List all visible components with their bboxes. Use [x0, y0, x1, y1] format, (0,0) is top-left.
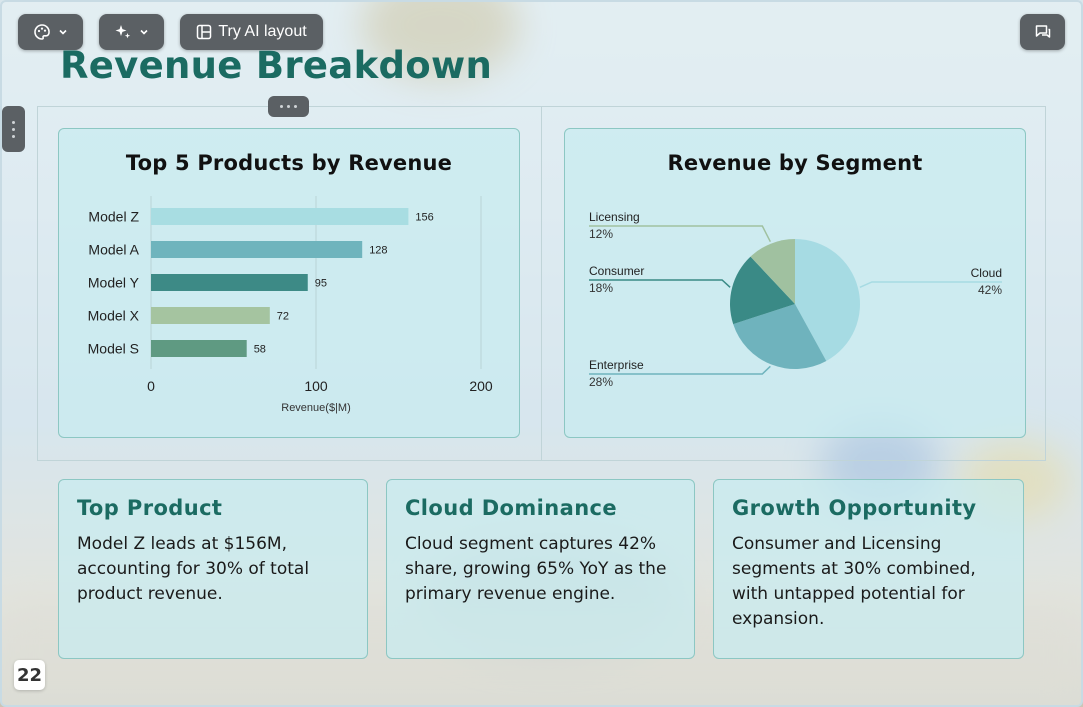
category-label: Model S: [88, 341, 139, 357]
comment-icon: [1035, 25, 1050, 38]
leader-line: [589, 279, 731, 288]
palette-icon: [33, 24, 50, 40]
pie-slice: [750, 239, 795, 304]
x-tick-label: 0: [147, 378, 155, 394]
chevron-down-icon: [58, 29, 67, 35]
bar-chart-card[interactable]: Top 5 Products by Revenue 0 100 200 Model Z…: [58, 128, 520, 438]
bar: [151, 208, 409, 225]
leader-line: [589, 365, 771, 375]
page-number-badge: 22: [14, 660, 45, 690]
pie-slice: [795, 239, 860, 361]
chevron-down-icon: [139, 29, 148, 35]
comments-button[interactable]: [1020, 14, 1065, 50]
chart-row-divider: [541, 106, 542, 461]
insight-title: Growth Opportunity: [732, 496, 977, 520]
bar: [151, 340, 247, 357]
category-label: Model X: [88, 308, 140, 324]
pie-chart-title: Revenue by Segment: [667, 151, 923, 175]
leader-line: [589, 225, 772, 243]
insight-card-top-product[interactable]: Top Product Model Z leads at $156M, acco…: [58, 479, 368, 659]
data-label: 58: [254, 344, 266, 356]
category-label: Model Z: [88, 209, 139, 225]
insight-text: Cloud segment captures 42% share, growin…: [405, 534, 667, 604]
slice-label: Enterprise: [589, 358, 644, 372]
insight-text: Consumer and Licensing segments at 30% c…: [732, 534, 976, 629]
data-label: 95: [315, 278, 327, 290]
slice-label: Cloud: [971, 266, 1002, 280]
category-label: Model Y: [88, 275, 140, 291]
bar-chart: 0 100 200 Model Z 156 Model A 128 Model Y 95 Mode…: [88, 196, 493, 414]
slice-label: Consumer: [589, 264, 644, 278]
slice-percent: 28%: [589, 375, 613, 389]
slice-label: Licensing: [589, 210, 640, 224]
sparkle-icon: [115, 25, 130, 39]
slide-title[interactable]: Revenue Breakdown: [60, 44, 493, 87]
layout-icon: [197, 24, 212, 40]
insight-card-growth-opportunity[interactable]: Growth Opportunity Consumer and Licensin…: [713, 479, 1024, 659]
try-ai-layout-label: Try AI layout: [218, 23, 307, 40]
bar: [151, 241, 363, 258]
pie-chart: Cloud 42% Enterprise 28% Consumer 18% Licensin…: [589, 210, 1002, 389]
insight-title: Cloud Dominance: [405, 496, 618, 520]
x-axis-label: Revenue($|M): [281, 402, 351, 414]
bar: [151, 274, 308, 291]
slice-percent: 18%: [589, 281, 613, 295]
slice-percent: 42%: [978, 283, 1002, 297]
data-label: 128: [369, 245, 387, 257]
slice-percent: 12%: [589, 227, 613, 241]
bar-chart-title: Top 5 Products by Revenue: [125, 151, 453, 175]
theme-button[interactable]: [18, 14, 83, 50]
try-ai-layout-button[interactable]: Try AI layout: [180, 14, 323, 50]
pie-slice: [733, 304, 827, 369]
leader-line: [859, 281, 1002, 289]
x-tick-label: 100: [304, 378, 328, 394]
insight-text: Model Z leads at $156M, accounting for 3…: [77, 534, 310, 604]
row-drag-handle[interactable]: [268, 96, 309, 117]
block-drag-handle[interactable]: [2, 106, 25, 152]
pie-slice: [730, 256, 795, 325]
data-label: 156: [415, 212, 433, 224]
ai-assist-button[interactable]: [99, 14, 164, 50]
insight-title: Top Product: [77, 496, 223, 520]
category-label: Model A: [88, 242, 139, 258]
data-label: 72: [277, 311, 289, 323]
pie-chart-card[interactable]: Revenue by Segment Cloud 42% Enterprise 28%…: [564, 128, 1026, 438]
insight-card-cloud-dominance[interactable]: Cloud Dominance Cloud segment captures 4…: [386, 479, 695, 659]
bar: [151, 307, 270, 324]
x-tick-label: 200: [469, 378, 493, 394]
